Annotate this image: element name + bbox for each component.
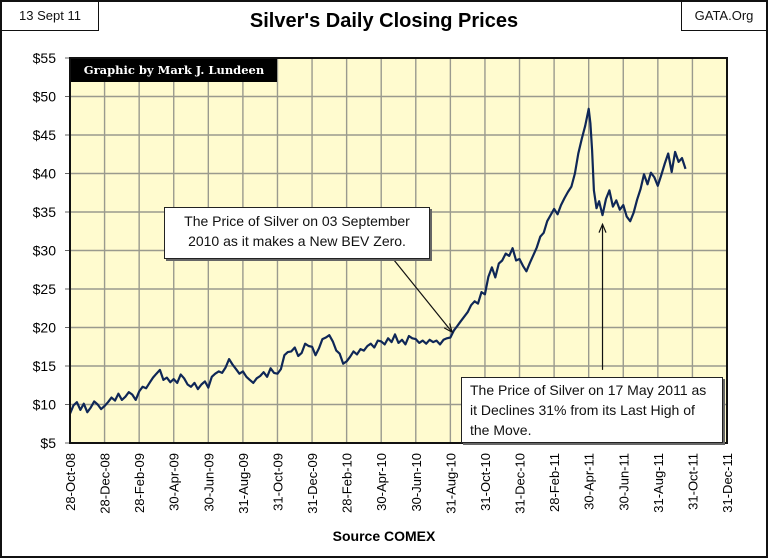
x-tick-label: 30-Jun-11 [616, 453, 631, 511]
x-tick-label: 30-Jun-10 [409, 453, 424, 512]
y-tick-label: $50 [33, 89, 57, 105]
x-tick-label: 28-Dec-08 [98, 453, 113, 514]
arrowhead-bev-zero [443, 323, 454, 334]
y-tick-label: $25 [33, 281, 57, 297]
y-tick-label: $5 [40, 435, 56, 451]
x-axis: 28-Oct-08 28-Dec-08 28-Feb-09 30-Apr-09 30-J… [63, 453, 735, 514]
annotation-decline-line3: the Move. [470, 422, 532, 438]
x-tick-label: 28-Feb-11 [547, 453, 562, 512]
chart-title: Silver's Daily Closing Prices [249, 10, 519, 32]
y-axis: $5 $10 $15 $20 $25 $30 $35 $40 $45 $50 $55 [33, 50, 70, 451]
x-tick-label: 30-Jun-09 [201, 453, 216, 512]
x-tick-label: 31-Dec-10 [513, 453, 528, 514]
annotation-bev-zero-line2: 2010 as it makes a New BEV Zero. [188, 233, 406, 249]
annotation-decline-31: The Price of Silver on 17 May 2011 as it… [461, 377, 723, 443]
x-tick-label: 28-Feb-10 [340, 453, 355, 513]
annotation-decline-line1: The Price of Silver on 17 May 2011 as [470, 382, 707, 398]
y-tick-label: $15 [33, 358, 57, 374]
plot-border [69, 57, 728, 444]
x-tick-label: 31-Dec-11 [720, 453, 735, 513]
x-tick-label: 30-Apr-10 [374, 453, 389, 511]
y-tick-label: $20 [33, 320, 57, 336]
credit-banner: Graphic by Mark J. Lundeen [71, 59, 277, 82]
x-tick-label: 31-Dec-09 [305, 453, 320, 514]
x-tick-label: 31-Oct-11 [685, 453, 700, 510]
y-tick-label: $30 [33, 243, 57, 259]
x-tick-label: 30-Apr-09 [167, 453, 182, 511]
x-tick-label: 28-Oct-08 [63, 453, 78, 511]
x-tick-label: 31-Oct-10 [478, 453, 493, 511]
annotation-decline-line2: it Declines 31% from its Last High of [470, 402, 695, 418]
x-tick-label: 31-Aug-09 [236, 453, 251, 514]
y-tick-label: $35 [33, 204, 57, 220]
y-tick-label: $45 [33, 127, 57, 143]
annotation-bev-zero-line1: The Price of Silver on 03 September [184, 213, 410, 229]
y-tick-label: $40 [33, 166, 57, 182]
x-tick-label: 30-Apr-11 [582, 453, 597, 510]
series-line-silver [68, 107, 687, 415]
site-label: GATA.Org [681, 2, 766, 31]
y-tick-label: $10 [33, 397, 57, 413]
x-tick-label: 31-Oct-09 [270, 453, 285, 511]
annotation-bev-zero: The Price of Silver on 03 September 2010… [164, 207, 430, 259]
x-axis-title: Source COMEX [332, 528, 436, 544]
x-tick-label: 31-Aug-10 [443, 453, 458, 514]
x-tick-label: 28-Feb-09 [132, 453, 147, 513]
date-label: 13 Sept 11 [2, 2, 99, 31]
arrowhead-decline-31 [598, 222, 607, 233]
y-tick-label: $55 [33, 50, 57, 66]
x-tick-label: 31-Aug-11 [651, 453, 666, 513]
